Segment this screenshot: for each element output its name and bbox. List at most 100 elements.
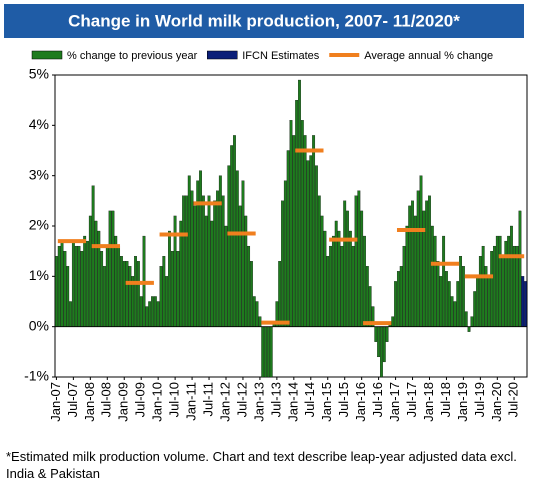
y-tick-label: 5% bbox=[29, 66, 49, 82]
bar bbox=[360, 210, 364, 327]
bar bbox=[385, 326, 389, 342]
bar bbox=[501, 256, 505, 327]
bar bbox=[433, 235, 437, 327]
bar bbox=[354, 195, 358, 327]
bar bbox=[100, 251, 104, 327]
bar bbox=[413, 215, 417, 327]
bar bbox=[86, 240, 89, 327]
legend-label: IFCN Estimates bbox=[242, 50, 320, 62]
legend-label: Average annual % change bbox=[364, 50, 493, 62]
bar bbox=[255, 301, 259, 327]
bar bbox=[380, 326, 383, 378]
bar bbox=[320, 215, 324, 327]
bar bbox=[153, 296, 157, 327]
bar bbox=[515, 245, 519, 327]
bar bbox=[340, 245, 344, 327]
x-tick-label: Jul-20 bbox=[506, 382, 521, 417]
bar bbox=[351, 245, 355, 327]
bar bbox=[258, 316, 262, 327]
bar bbox=[467, 326, 471, 332]
bar bbox=[436, 261, 440, 327]
bar bbox=[128, 266, 132, 327]
x-tick-label: Jul-16 bbox=[370, 382, 385, 417]
bar bbox=[156, 301, 160, 327]
y-tick-label: 1% bbox=[29, 267, 49, 283]
bar bbox=[148, 301, 152, 327]
bar bbox=[402, 245, 406, 327]
bar bbox=[83, 235, 87, 327]
bar bbox=[69, 301, 72, 327]
bar bbox=[111, 210, 115, 327]
bar bbox=[377, 326, 381, 358]
bar bbox=[165, 276, 169, 327]
x-tick-label: Jan-09 bbox=[116, 382, 131, 422]
bar bbox=[235, 170, 239, 327]
bar bbox=[168, 230, 171, 327]
bar bbox=[405, 225, 409, 327]
bar bbox=[357, 190, 361, 327]
x-tick-label: Jul-08 bbox=[99, 382, 114, 417]
bar bbox=[122, 261, 126, 327]
bar bbox=[241, 180, 245, 327]
y-tick-label: 3% bbox=[29, 166, 49, 182]
bar bbox=[495, 235, 499, 327]
bar bbox=[283, 180, 287, 327]
bar bbox=[185, 195, 188, 327]
x-tick-label: Jul-07 bbox=[65, 382, 80, 417]
x-tick-label: Jul-09 bbox=[133, 382, 148, 417]
bar bbox=[88, 215, 92, 327]
x-tick-label: Jul-11 bbox=[200, 382, 215, 416]
x-tick-label: Jan-07 bbox=[48, 382, 63, 422]
bar bbox=[368, 286, 372, 327]
x-tick-label: Jan-13 bbox=[251, 382, 266, 422]
x-tick-label: Jan-18 bbox=[421, 382, 436, 422]
bar bbox=[524, 281, 528, 327]
bar bbox=[416, 190, 420, 327]
bar bbox=[74, 245, 78, 327]
bar bbox=[306, 160, 310, 327]
bar bbox=[487, 276, 491, 327]
bar bbox=[464, 311, 468, 327]
x-tick-label: Jan-17 bbox=[387, 382, 402, 422]
bar bbox=[224, 225, 228, 327]
bar bbox=[170, 251, 174, 327]
bar bbox=[481, 245, 485, 327]
bar bbox=[134, 256, 137, 327]
x-tick-label: Jan-12 bbox=[217, 382, 232, 422]
bar bbox=[261, 326, 265, 378]
x-tick-label: Jul-17 bbox=[404, 382, 419, 417]
bar bbox=[521, 276, 525, 327]
bar bbox=[264, 326, 267, 378]
bar bbox=[478, 256, 482, 327]
bar bbox=[374, 326, 378, 342]
bar bbox=[343, 200, 347, 327]
bar bbox=[323, 230, 327, 327]
x-tick-label: Jul-14 bbox=[302, 382, 317, 417]
bar bbox=[337, 230, 341, 327]
x-tick-label: Jan-20 bbox=[489, 382, 504, 422]
x-tick-label: Jan-11 bbox=[184, 382, 199, 421]
bar bbox=[227, 165, 231, 327]
bar bbox=[213, 200, 217, 327]
bar bbox=[238, 205, 242, 327]
bar bbox=[210, 220, 214, 327]
bar bbox=[207, 195, 211, 327]
bar bbox=[317, 195, 321, 327]
x-tick-label: Jan-15 bbox=[319, 382, 334, 422]
y-tick-label: 4% bbox=[29, 116, 49, 132]
bar bbox=[199, 170, 202, 327]
bar bbox=[442, 235, 446, 327]
bar bbox=[363, 235, 366, 327]
bar bbox=[193, 205, 197, 327]
bar bbox=[117, 245, 121, 327]
bar bbox=[447, 281, 451, 327]
bar bbox=[453, 301, 457, 327]
bar bbox=[518, 210, 522, 327]
bar bbox=[510, 225, 513, 327]
bar bbox=[66, 266, 70, 327]
bar bbox=[159, 266, 163, 327]
bar bbox=[201, 195, 205, 327]
bar bbox=[326, 256, 330, 327]
x-tick-label: Jul-18 bbox=[438, 382, 453, 417]
bar bbox=[182, 195, 186, 327]
